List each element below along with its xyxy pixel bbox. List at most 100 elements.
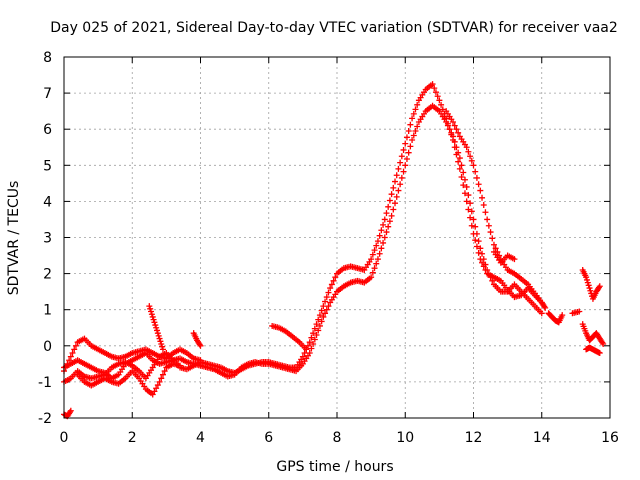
y-tick-label: -2 — [38, 411, 52, 427]
data-point — [376, 232, 383, 239]
data-point — [67, 407, 74, 414]
data-point — [465, 148, 472, 155]
y-tick-label: 6 — [43, 122, 52, 138]
data-point — [310, 330, 317, 337]
data-point — [383, 210, 390, 217]
data-point — [197, 342, 204, 349]
data-point — [155, 332, 162, 339]
data-point — [306, 339, 313, 346]
data-point — [460, 169, 467, 176]
x-tick-label: 2 — [128, 430, 137, 446]
data-point — [477, 256, 484, 263]
data-point — [511, 256, 518, 263]
data-points — [61, 81, 607, 420]
data-point — [316, 312, 323, 319]
data-point — [320, 303, 327, 310]
data-point — [383, 229, 390, 236]
data-point — [322, 310, 329, 317]
y-tick-label: 8 — [43, 50, 52, 66]
data-point — [385, 203, 392, 210]
data-point — [479, 250, 486, 257]
data-point — [410, 132, 417, 139]
data-point — [472, 168, 479, 175]
data-point — [467, 153, 474, 160]
y-tick-label: 2 — [43, 267, 52, 283]
data-point — [407, 143, 414, 150]
data-point — [304, 342, 311, 349]
data-point — [381, 216, 388, 223]
data-point — [477, 187, 484, 194]
data-point — [393, 193, 400, 200]
data-point — [453, 151, 460, 158]
x-tick-label: 10 — [396, 430, 414, 446]
data-point — [149, 313, 156, 320]
data-point — [596, 283, 603, 290]
y-tick-label: 0 — [43, 339, 52, 355]
data-point — [397, 159, 404, 166]
data-point — [159, 371, 166, 378]
data-point — [67, 353, 74, 360]
data-point — [444, 120, 451, 127]
data-point — [313, 321, 320, 328]
data-point — [369, 251, 376, 258]
data-point — [402, 162, 409, 169]
data-point — [299, 353, 306, 360]
data-point — [455, 129, 462, 136]
data-point — [475, 249, 482, 256]
data-point — [64, 360, 71, 367]
data-point — [330, 277, 337, 284]
data-point — [480, 202, 487, 209]
data-point — [374, 256, 381, 263]
data-point — [482, 209, 489, 216]
data-point — [584, 279, 591, 286]
data-point — [378, 227, 385, 234]
data-point — [148, 308, 155, 315]
data-point — [451, 144, 458, 151]
data-point — [327, 285, 334, 292]
data-point — [390, 206, 397, 213]
data-point — [414, 123, 421, 130]
data-point — [311, 325, 318, 332]
data-point — [386, 197, 393, 204]
data-point — [450, 137, 457, 144]
data-point — [368, 274, 375, 281]
data-point — [161, 368, 168, 375]
data-point — [438, 101, 445, 108]
data-point — [392, 178, 399, 185]
data-point — [320, 313, 327, 320]
data-point — [405, 128, 412, 135]
data-point — [405, 149, 412, 156]
data-point — [373, 260, 380, 267]
data-point — [154, 330, 161, 337]
data-point — [400, 168, 407, 175]
data-point — [585, 282, 592, 289]
data-point — [159, 343, 166, 350]
data-point — [583, 276, 590, 283]
data-point — [487, 229, 494, 236]
data-point — [475, 181, 482, 188]
data-point — [380, 239, 387, 246]
data-point — [407, 121, 414, 128]
data-point — [468, 208, 475, 215]
data-point — [157, 338, 164, 345]
data-point — [586, 285, 593, 292]
data-point — [306, 350, 313, 357]
data-point — [583, 274, 590, 281]
data-point — [463, 198, 470, 205]
data-point — [409, 115, 416, 122]
data-point — [458, 162, 465, 169]
data-point — [465, 192, 472, 199]
data-point — [448, 131, 455, 138]
x-tick-label: 8 — [333, 430, 342, 446]
data-point — [482, 266, 489, 273]
data-point — [472, 237, 479, 244]
data-point — [398, 174, 405, 181]
data-point — [596, 350, 603, 357]
data-point — [301, 350, 308, 357]
data-point — [410, 110, 417, 117]
data-point — [318, 307, 325, 314]
data-point — [414, 101, 421, 108]
data-point — [489, 235, 496, 242]
